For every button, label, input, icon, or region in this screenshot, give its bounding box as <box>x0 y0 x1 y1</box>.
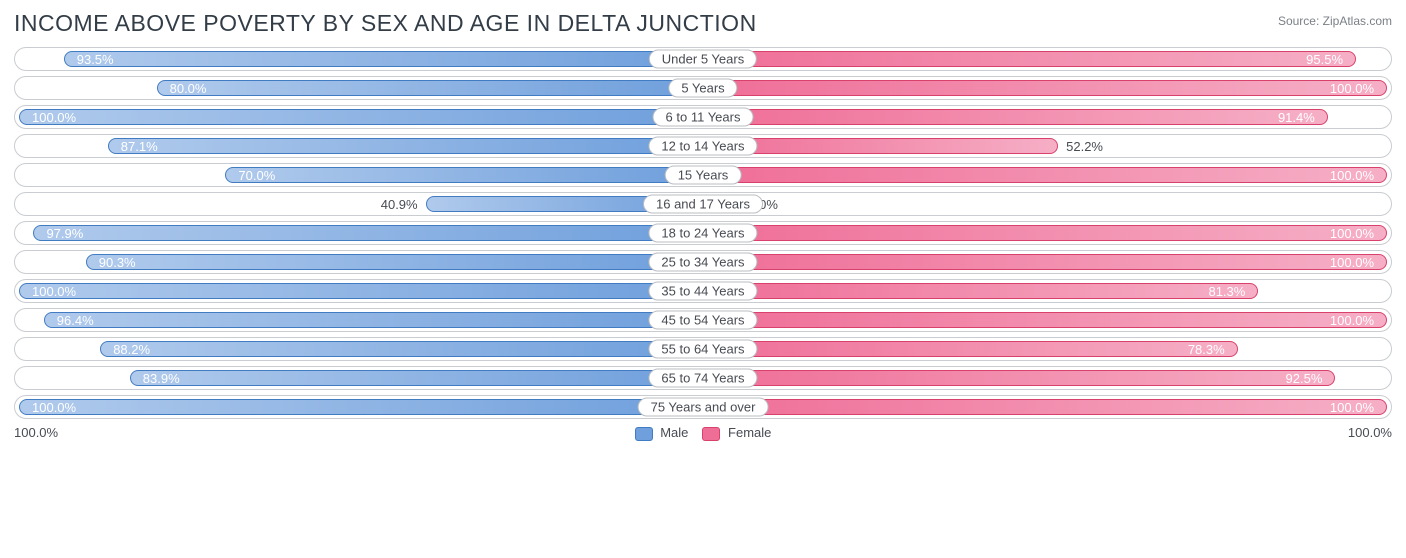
female-value: 100.0% <box>1326 255 1378 270</box>
female-bar: 100.0% <box>707 80 1387 96</box>
female-bar: 95.5% <box>707 51 1356 67</box>
male-value: 80.0% <box>166 81 211 96</box>
female-bar: 81.3% <box>707 283 1258 299</box>
female-bar: 91.4% <box>707 109 1328 125</box>
female-value: 100.0% <box>1326 168 1378 183</box>
male-bar: 100.0% <box>19 283 699 299</box>
male-value: 83.9% <box>139 371 184 386</box>
legend-female-swatch <box>702 427 720 441</box>
category-label: 45 to 54 Years <box>648 311 757 330</box>
legend-male-label: Male <box>660 425 688 440</box>
male-bar: 83.9% <box>130 370 699 386</box>
male-value: 100.0% <box>28 400 80 415</box>
female-bar: 92.5% <box>707 370 1335 386</box>
female-bar <box>707 138 1058 154</box>
male-value: 70.0% <box>234 168 279 183</box>
male-value: 100.0% <box>28 284 80 299</box>
legend-male-swatch <box>635 427 653 441</box>
chart-row: 88.2% 78.3% 55 to 64 Years <box>14 337 1392 361</box>
female-bar: 100.0% <box>707 225 1387 241</box>
chart-row: 93.5% 95.5% Under 5 Years <box>14 47 1392 71</box>
female-bar: 100.0% <box>707 399 1387 415</box>
male-value: 90.3% <box>95 255 140 270</box>
legend-male: Male <box>635 425 689 441</box>
female-value: 81.3% <box>1204 284 1249 299</box>
male-bar: 100.0% <box>19 109 699 125</box>
chart-row: 97.9% 100.0% 18 to 24 Years <box>14 221 1392 245</box>
male-bar: 100.0% <box>19 399 699 415</box>
chart-source: Source: ZipAtlas.com <box>1278 14 1392 28</box>
category-label: 5 Years <box>668 79 737 98</box>
chart-header: INCOME ABOVE POVERTY BY SEX AND AGE IN D… <box>14 10 1392 37</box>
female-bar: 100.0% <box>707 312 1387 328</box>
female-value: 95.5% <box>1302 52 1347 67</box>
female-value: 100.0% <box>1326 313 1378 328</box>
category-label: 16 and 17 Years <box>643 195 763 214</box>
legend-female-label: Female <box>728 425 771 440</box>
chart-title: INCOME ABOVE POVERTY BY SEX AND AGE IN D… <box>14 10 757 37</box>
female-bar: 78.3% <box>707 341 1238 357</box>
axis-right-label: 100.0% <box>1348 425 1392 440</box>
category-label: 65 to 74 Years <box>648 369 757 388</box>
male-bar: 88.2% <box>100 341 699 357</box>
male-value: 96.4% <box>53 313 98 328</box>
female-value: 92.5% <box>1282 371 1327 386</box>
category-label: 15 Years <box>665 166 742 185</box>
chart-rows: 93.5% 95.5% Under 5 Years 80.0% 100.0% 5 Year… <box>14 47 1392 419</box>
male-bar: 93.5% <box>64 51 699 67</box>
category-label: Under 5 Years <box>649 50 757 69</box>
male-value: 87.1% <box>117 139 162 154</box>
male-bar: 96.4% <box>44 312 699 328</box>
male-bar: 80.0% <box>157 80 699 96</box>
male-value: 100.0% <box>28 110 80 125</box>
male-bar: 87.1% <box>108 138 699 154</box>
legend: Male Female <box>635 425 772 441</box>
category-label: 55 to 64 Years <box>648 340 757 359</box>
female-bar: 100.0% <box>707 254 1387 270</box>
female-value: 100.0% <box>1326 400 1378 415</box>
legend-female: Female <box>702 425 771 441</box>
chart-row: 96.4% 100.0% 45 to 54 Years <box>14 308 1392 332</box>
female-value: 100.0% <box>1326 81 1378 96</box>
chart-row: 100.0% 91.4% 6 to 11 Years <box>14 105 1392 129</box>
category-label: 12 to 14 Years <box>648 137 757 156</box>
male-bar: 90.3% <box>86 254 699 270</box>
chart-row: 90.3% 100.0% 25 to 34 Years <box>14 250 1392 274</box>
male-value: 97.9% <box>42 226 87 241</box>
chart-footer: 100.0% Male Female 100.0% <box>14 425 1392 441</box>
category-label: 75 Years and over <box>638 398 769 417</box>
male-bar: 70.0% <box>225 167 699 183</box>
axis-left-label: 100.0% <box>14 425 58 440</box>
category-label: 25 to 34 Years <box>648 253 757 272</box>
chart-row: 83.9% 92.5% 65 to 74 Years <box>14 366 1392 390</box>
category-label: 18 to 24 Years <box>648 224 757 243</box>
chart-row: 87.1% 52.2% 12 to 14 Years <box>14 134 1392 158</box>
female-bar: 100.0% <box>707 167 1387 183</box>
category-label: 35 to 44 Years <box>648 282 757 301</box>
male-value: 93.5% <box>73 52 118 67</box>
male-value: 88.2% <box>109 342 154 357</box>
male-value: 40.9% <box>377 197 422 212</box>
female-value: 78.3% <box>1184 342 1229 357</box>
chart-row: 80.0% 100.0% 5 Years <box>14 76 1392 100</box>
chart-row: 100.0% 81.3% 35 to 44 Years <box>14 279 1392 303</box>
chart-row: 100.0% 100.0% 75 Years and over <box>14 395 1392 419</box>
female-value: 100.0% <box>1326 226 1378 241</box>
female-value: 91.4% <box>1274 110 1319 125</box>
female-value: 52.2% <box>1062 139 1107 154</box>
male-bar: 97.9% <box>33 225 699 241</box>
chart-row: 70.0% 100.0% 15 Years <box>14 163 1392 187</box>
chart-row: 40.9%0.0%16 and 17 Years <box>14 192 1392 216</box>
category-label: 6 to 11 Years <box>653 108 754 127</box>
